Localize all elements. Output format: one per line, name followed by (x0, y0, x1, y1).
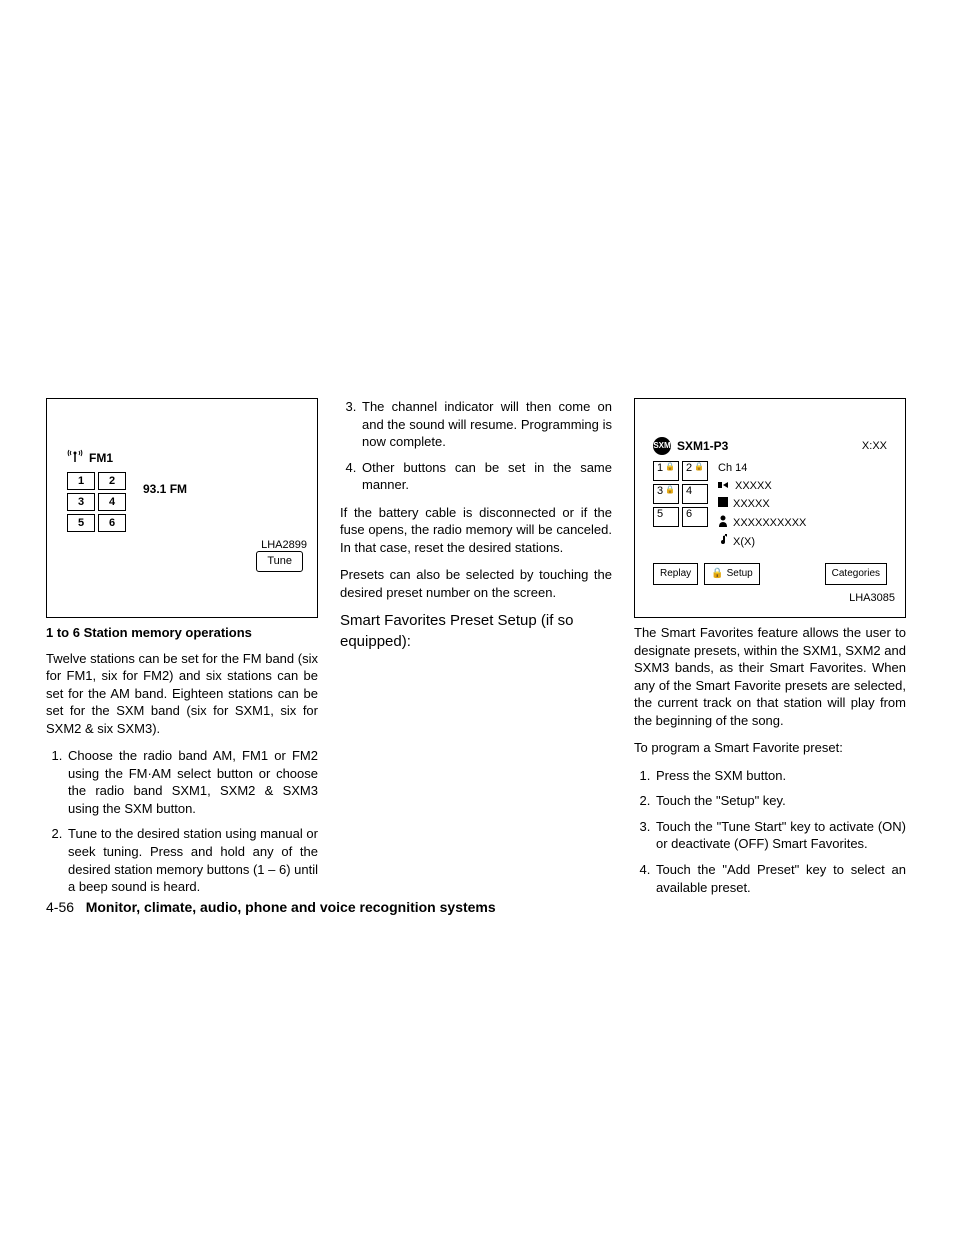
replay-button[interactable]: Replay (653, 563, 698, 585)
para-to-program: To program a Smart Favorite preset: (634, 739, 906, 757)
fm-band-label: FM1 (89, 450, 113, 466)
para-smart-fav-desc: The Smart Favorites feature allows the u… (634, 624, 906, 729)
categories-button[interactable]: Categories (825, 563, 887, 585)
figure-sxm: SXM SXM1-P3 X:XX 1🔒 2🔒 3🔒 4 5 6 (634, 398, 906, 618)
channel-label: Ch 14 (718, 461, 747, 476)
music-note-icon (718, 534, 728, 551)
fm-frequency: 93.1 FM (143, 481, 187, 497)
sxm-time: X:XX (862, 439, 887, 454)
step-item: Tune to the desired station using manual… (66, 825, 318, 895)
preset-button[interactable]: 1 (67, 472, 95, 490)
preset-button[interactable]: 2🔒 (682, 461, 708, 481)
preset-button[interactable]: 6 (682, 507, 708, 527)
preset-button[interactable]: 1🔒 (653, 461, 679, 481)
para-presets-touch: Presets can also be selected by touching… (340, 566, 612, 601)
para-station-memory: Twelve stations can be set for the FM ba… (46, 650, 318, 738)
category-icon (718, 479, 730, 494)
track-text: X(X) (733, 535, 755, 550)
preset-button[interactable]: 4 (98, 493, 126, 511)
lock-icon: 🔒 (694, 463, 704, 471)
sxm-band-label: SXM1-P3 (677, 438, 728, 454)
section-smart-favorites: Smart Favorites Preset Setup (if so equi… (340, 611, 612, 652)
heading-station-memory: 1 to 6 Station memory operations (46, 624, 318, 642)
category-text: XXXXX (735, 479, 772, 494)
figure-fm-radio: FM1 1 2 3 4 5 6 93.1 FM Tune LHA2899 (46, 398, 318, 618)
sxm-badge-icon: SXM (653, 437, 671, 455)
step-item: Other buttons can be set in the same man… (360, 459, 612, 494)
preset-button[interactable]: 3 (67, 493, 95, 511)
steps-col1: Choose the radio band AM, FM1 or FM2 usi… (46, 747, 318, 895)
album-icon (718, 497, 728, 512)
preset-button[interactable]: 5 (653, 507, 679, 527)
column-right: SXM SXM1-P3 X:XX 1🔒 2🔒 3🔒 4 5 6 (634, 398, 906, 906)
steps-col2: The channel indicator will then come on … (340, 398, 612, 494)
para-battery: If the battery cable is disconnected or … (340, 504, 612, 557)
page-number: 4-56 (46, 899, 74, 915)
page-footer: 4-56 Monitor, climate, audio, phone and … (46, 898, 496, 917)
step-item: Touch the "Setup" key. (654, 792, 906, 810)
preset-button[interactable]: 6 (98, 514, 126, 532)
preset-button[interactable]: 4 (682, 484, 708, 504)
step-item: Touch the "Add Preset" key to select an … (654, 861, 906, 896)
setup-button[interactable]: 🔒 Setup (704, 563, 760, 585)
column-left: FM1 1 2 3 4 5 6 93.1 FM Tune LHA2899 1 t… (46, 398, 318, 906)
preset-button[interactable]: 5 (67, 514, 95, 532)
sxm-now-playing: Ch 14 XXXXX XXXXX XXXXXXXXXX (718, 461, 806, 551)
figure-code: LHA3085 (645, 591, 895, 606)
antenna-icon (67, 449, 83, 468)
steps-col3: Press the SXM button. Touch the "Setup" … (634, 767, 906, 896)
lock-icon: 🔒 (665, 463, 675, 471)
step-item: The channel indicator will then come on … (360, 398, 612, 451)
tune-button[interactable]: Tune (256, 551, 303, 572)
sxm-preset-grid: 1🔒 2🔒 3🔒 4 5 6 (653, 461, 708, 551)
step-item: Press the SXM button. (654, 767, 906, 785)
artist-icon (718, 515, 728, 532)
lock-icon: 🔒 (711, 567, 723, 581)
preset-button[interactable]: 3🔒 (653, 484, 679, 504)
step-item: Choose the radio band AM, FM1 or FM2 usi… (66, 747, 318, 817)
step-item: Touch the "Tune Start" key to activate (… (654, 818, 906, 853)
artist-text: XXXXXXXXXX (733, 516, 806, 531)
lock-icon: 🔒 (665, 486, 675, 494)
page-title: Monitor, climate, audio, phone and voice… (86, 899, 496, 915)
title-text: XXXXX (733, 497, 770, 512)
column-middle: The channel indicator will then come on … (340, 398, 612, 906)
preset-button[interactable]: 2 (98, 472, 126, 490)
